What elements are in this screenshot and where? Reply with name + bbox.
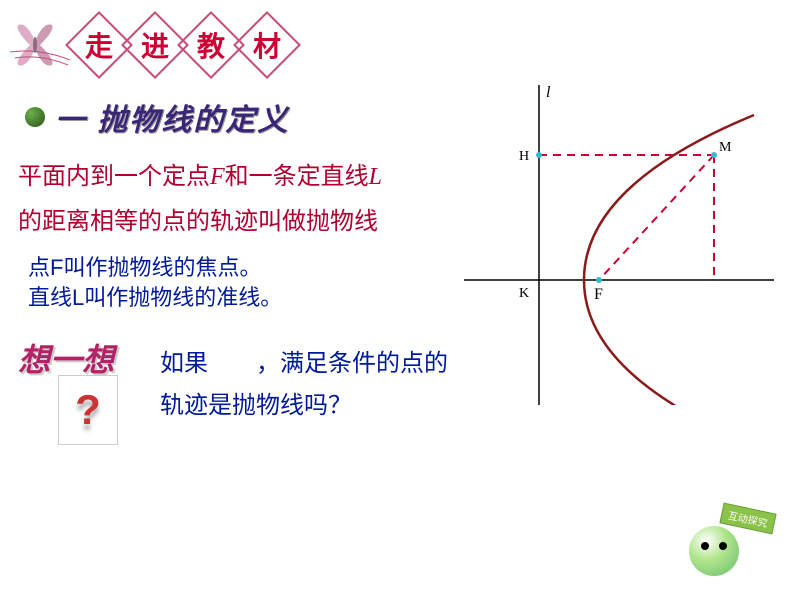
label-H: H: [519, 149, 529, 164]
label-F: F: [594, 286, 603, 303]
think-line1: 如果 ，满足条件的点的: [160, 343, 448, 378]
header-decoration: 走 进 教 材: [10, 20, 291, 70]
butterfly-icon: [10, 20, 70, 70]
definition-line1: 平面内到一个定点F和一条定直线L: [18, 155, 382, 199]
title-diamonds: 走 进 教 材: [75, 21, 291, 69]
mascot-icon: [689, 526, 739, 576]
diamond-char: 材: [233, 11, 301, 79]
think-line2: 轨迹是抛物线吗？: [160, 385, 352, 420]
question-mark-icon: ?: [58, 375, 118, 445]
parabola-curve: [584, 115, 754, 405]
section-number: 一: [55, 104, 87, 137]
parabola-graph: l H M K F: [464, 85, 774, 405]
label-M: M: [719, 140, 732, 155]
point-H: [536, 152, 542, 158]
note-directrix: 直线L叫作抛物线的准线。: [28, 283, 282, 314]
note-focus: 点F叫作抛物线的焦点。: [28, 253, 261, 284]
dashed-MF: [599, 155, 714, 280]
globe-icon: [25, 107, 45, 127]
section-heading: 一 抛物线的定义: [25, 95, 289, 139]
point-F: [596, 277, 602, 283]
label-K: K: [519, 286, 529, 301]
section-title-text: 抛物线的定义: [97, 104, 289, 137]
point-M: [711, 152, 717, 158]
mascot-badge[interactable]: 互动探究: [689, 516, 769, 571]
definition-line2: 的距离相等的点的轨迹叫做抛物线: [18, 200, 378, 243]
label-l: l: [546, 85, 551, 101]
